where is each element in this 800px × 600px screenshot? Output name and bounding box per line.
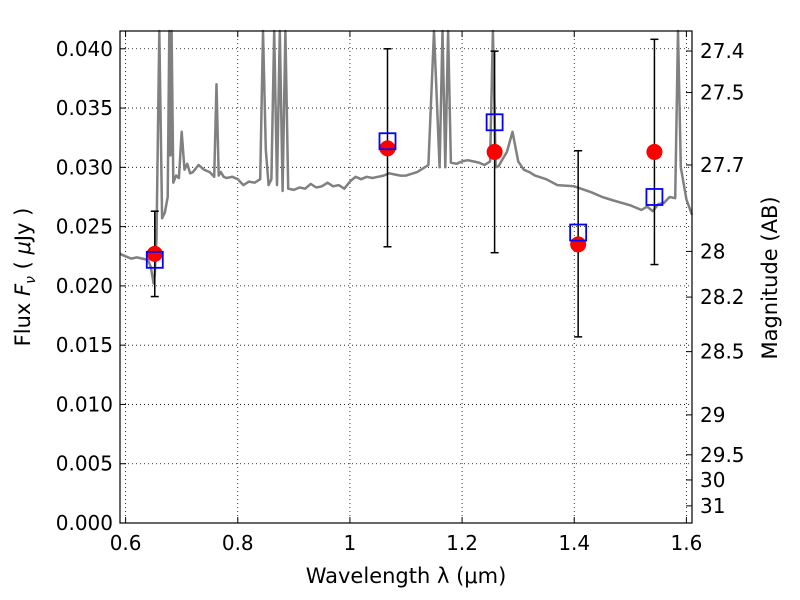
y2-tick-label: 28.2 (700, 285, 745, 309)
x-tick-label: 0.6 (110, 531, 142, 555)
blue-square-marker (378, 132, 397, 151)
x-axis: 0.6 0.8 1 1.2 1.4 1.6 (110, 31, 702, 555)
y-axis-title-sub: ν (23, 276, 39, 284)
blue-square-marker (569, 223, 588, 242)
y2-axis-title: Magnitude (AB) (758, 196, 782, 359)
x-tick-label: 0.8 (222, 531, 254, 555)
y-axis-title-post: Jy ) (11, 208, 35, 244)
x-tick-label: 1 (344, 531, 357, 555)
y2-tick-label: 28 (700, 239, 725, 263)
y2-tick-label: 29 (700, 403, 725, 427)
y-tick-label: 0.025 (56, 215, 113, 239)
blue-square-marker (145, 250, 164, 269)
red-data-point (570, 236, 587, 253)
y2-tick-label: 30 (700, 468, 725, 492)
model-spectrum-line (119, 29, 694, 285)
y2-tick-label: 27.7 (700, 153, 745, 177)
x-axis-title: Wavelength λ (μm) (306, 564, 507, 588)
y-tick-label: 0.035 (56, 96, 113, 120)
red-data-point (146, 245, 163, 262)
red-data-point (646, 143, 663, 160)
y2-tick-label: 27.5 (700, 81, 745, 105)
red-data-point (486, 143, 503, 160)
y2-tick-label: 28.5 (700, 340, 745, 364)
plot-frame (119, 30, 693, 524)
model-spectrum-layer (119, 29, 694, 285)
y2-tick-label: 27.4 (700, 39, 745, 63)
y-tick-label: 0.015 (56, 333, 113, 357)
red-point-layer (146, 140, 663, 262)
y-tick-label: 0.030 (56, 155, 113, 179)
y-axis-title-mu: μ (11, 241, 35, 255)
y-tick-label: 0.020 (56, 274, 113, 298)
blue-square-marker (485, 113, 504, 132)
x-tick-label: 1.2 (446, 531, 478, 555)
y-tick-label: 0.040 (56, 37, 113, 61)
y-axis-title-mid: ( (11, 255, 35, 277)
y-axis-title-pre: Flux (11, 296, 35, 346)
y-axis-title-var: F (11, 283, 35, 296)
x-tick-label: 1.6 (670, 531, 702, 555)
y-tick-label: 0.000 (56, 511, 113, 535)
y-axis-title: Flux Fν ( μJy ) (11, 208, 39, 347)
y2-tick-label: 31 (700, 494, 725, 518)
blue-square-layer (145, 113, 664, 269)
blue-square-marker (645, 188, 664, 206)
y-axis: 0.000 0.005 0.010 0.015 0.020 0.025 0.030 0.035… (56, 37, 126, 535)
grid-layer (120, 31, 692, 524)
x-tick-label: 1.4 (558, 531, 590, 555)
y-tick-label: 0.010 (56, 392, 113, 416)
y-tick-label: 0.005 (56, 452, 113, 476)
y2-tick-label: 29.5 (700, 443, 745, 467)
